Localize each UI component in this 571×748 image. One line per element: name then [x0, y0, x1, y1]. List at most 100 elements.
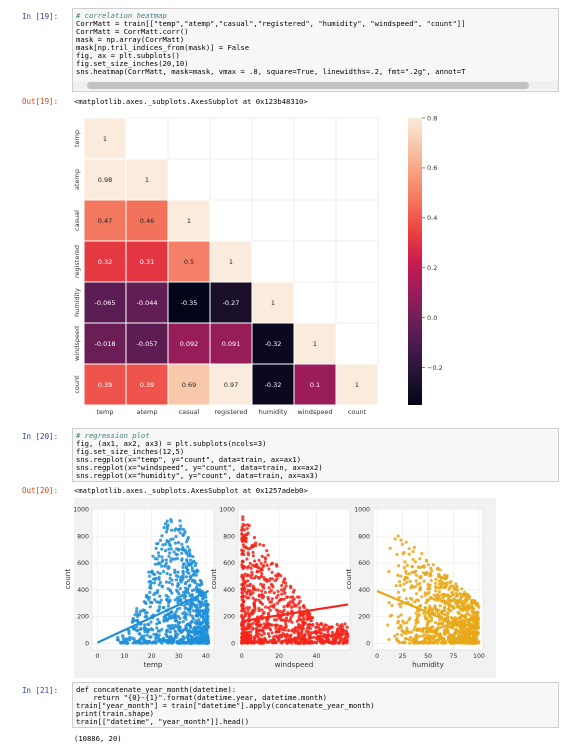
scatter-point [474, 641, 478, 645]
colorbar-tick-label: 0.4 [427, 214, 437, 222]
scatter-point [247, 626, 251, 630]
scatter-point [281, 631, 285, 636]
scatter-point [184, 575, 189, 579]
scatter-point [414, 621, 418, 626]
scatter-point [402, 582, 406, 586]
scatter-point [184, 602, 188, 606]
scatter-point [457, 611, 461, 615]
scatter-point [187, 602, 191, 606]
scatter-point [167, 639, 171, 643]
scatter-point [164, 558, 168, 562]
heatmap-cell [83, 117, 127, 160]
scatter-point [419, 576, 423, 580]
scatter-point [394, 584, 398, 588]
scatter-point [465, 623, 469, 627]
scatter-point [196, 569, 200, 573]
scatter-point [287, 636, 292, 640]
code-line: print(train.shape) [76, 709, 154, 718]
code-line: mask[np.tril_indices_from(mask)] = False [76, 43, 250, 52]
scatter-point [174, 534, 178, 539]
scatter-point [265, 620, 269, 624]
scatter-point [326, 637, 330, 642]
scatter-point [405, 621, 409, 625]
scatter-point [396, 534, 400, 538]
scatter-point [115, 638, 119, 642]
scatter-point [269, 582, 274, 586]
scatter-point [289, 584, 293, 588]
scatter-point [422, 579, 426, 583]
scatter-point [261, 565, 265, 569]
scatter-point [168, 551, 172, 555]
scatter-point [246, 635, 250, 639]
scatter-point [145, 641, 150, 645]
scatter-point [259, 561, 263, 565]
scatter-point [147, 570, 151, 574]
scatter-point [447, 594, 451, 598]
scatter-point [202, 640, 206, 644]
scatter-point [181, 533, 185, 537]
cell-19-code-editor[interactable]: # correlation heatmap CorrMatt = train[[… [72, 8, 559, 92]
scatter-point [404, 632, 408, 636]
horizontal-scrollbar[interactable] [73, 81, 558, 90]
scatter-point [186, 561, 190, 565]
heatmap-annotation: -0.32 [265, 381, 282, 389]
scatter-point [433, 604, 437, 608]
scatter-point [266, 632, 271, 636]
cell-20-code-editor[interactable]: # regression plot fig, (ax1, ax2, ax3) =… [72, 428, 559, 482]
scatter-point [407, 572, 412, 576]
scatter-point [156, 541, 160, 545]
colorbar [408, 118, 422, 405]
scatter-point [248, 561, 252, 565]
scatter-point [167, 580, 172, 585]
scatter-point [311, 631, 315, 635]
cell-21-code-editor[interactable]: def concatenate_year_month(datetime): re… [72, 682, 559, 728]
scatter-point [251, 626, 255, 630]
scatter-point [247, 524, 251, 528]
scatter-point [163, 522, 168, 526]
scatter-point [413, 625, 417, 629]
heatmap-annotation: 0.1 [310, 381, 320, 389]
scatter-point [275, 601, 279, 605]
scatter-point [437, 579, 441, 583]
scatter-point [295, 629, 299, 633]
scatter-point [199, 621, 204, 625]
scatter-point [260, 554, 264, 558]
scatter-point [182, 636, 186, 640]
scatter-point [257, 606, 261, 610]
scatter-point [159, 580, 163, 584]
scatter-point [176, 632, 180, 636]
scatter-point [408, 641, 412, 645]
scrollbar-thumb[interactable] [87, 82, 529, 89]
scatter-point [274, 626, 278, 630]
scatter-point [475, 614, 479, 618]
scatter-point [268, 600, 272, 604]
code-line: def concatenate_year_month(datetime): [76, 685, 237, 694]
scatter-point [166, 604, 171, 608]
scatter-point [423, 591, 427, 595]
scatter-point [288, 603, 292, 607]
cell-21-output-text: (10886, 20) [74, 734, 122, 743]
scatter-point [461, 638, 465, 642]
scatter-point [342, 631, 346, 635]
scatter-point [300, 637, 304, 641]
scatter-point [199, 629, 203, 633]
scatter-point [275, 577, 279, 581]
scatter-point [179, 628, 184, 633]
scatter-point [169, 537, 173, 542]
y-tick-label: 800 [358, 533, 370, 540]
y-tick-label: 400 [358, 587, 370, 594]
scatter-point [432, 593, 436, 597]
scatter-point [336, 632, 340, 636]
scatter-point [446, 597, 451, 601]
scatter-point [403, 560, 407, 564]
scatter-point [446, 602, 451, 607]
scatter-point [167, 601, 171, 605]
code-line: # regression plot [76, 431, 150, 440]
scatter-point [402, 588, 406, 592]
scatter-point [160, 564, 164, 568]
scatter-point [282, 605, 286, 609]
scatter-point [256, 635, 260, 639]
scatter-point [410, 565, 414, 569]
scatter-point [185, 636, 190, 640]
scatter-point [257, 593, 261, 597]
